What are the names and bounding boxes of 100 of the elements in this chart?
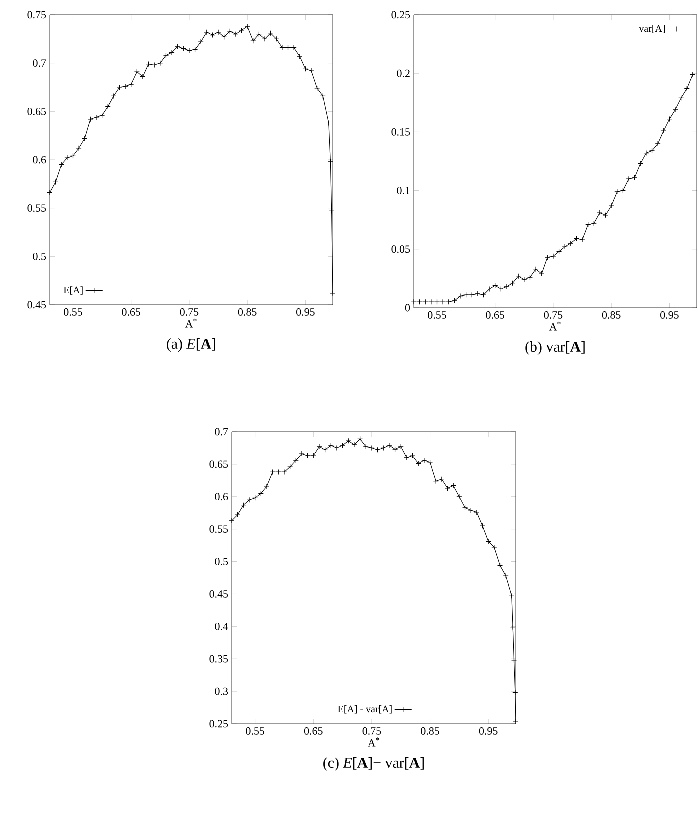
point <box>510 624 516 630</box>
point <box>516 274 522 280</box>
point <box>128 82 134 88</box>
point <box>299 451 305 457</box>
point <box>672 107 678 113</box>
point <box>122 84 128 90</box>
point <box>310 453 316 459</box>
point <box>64 155 70 161</box>
point <box>661 128 667 134</box>
y-tick-label: 0.6 <box>33 156 46 164</box>
point <box>94 114 100 120</box>
point <box>58 162 64 168</box>
point <box>608 203 614 209</box>
point <box>446 299 452 305</box>
point <box>422 299 428 305</box>
point <box>417 299 423 305</box>
y-tick-label: 0.75 <box>28 11 46 19</box>
legend-label: E[A] <box>64 286 83 295</box>
point <box>76 146 82 152</box>
y-tick-label: 0.45 <box>28 301 46 309</box>
y-tick-label: 0.65 <box>28 108 46 116</box>
point <box>274 36 280 42</box>
point <box>586 222 592 228</box>
point <box>235 512 241 518</box>
x-tick-label: 0.65 <box>304 728 323 735</box>
point <box>302 66 308 72</box>
point <box>252 495 258 501</box>
point <box>480 523 486 529</box>
y-tick-label: 0.45 <box>210 590 228 598</box>
y-tick-label: 0.65 <box>210 460 228 468</box>
point <box>398 444 404 450</box>
point <box>134 69 140 75</box>
point <box>70 153 76 159</box>
point <box>678 95 684 102</box>
point <box>462 505 468 511</box>
point <box>591 220 597 226</box>
point <box>250 38 256 44</box>
y-tick-label: 0.55 <box>210 526 228 534</box>
point <box>614 189 620 195</box>
point <box>210 32 216 38</box>
point <box>316 444 322 450</box>
point <box>285 45 292 51</box>
point <box>276 469 282 476</box>
point <box>456 494 462 500</box>
x-tick-label: 0.55 <box>64 308 82 316</box>
point <box>568 240 574 246</box>
point <box>216 30 222 36</box>
point <box>262 36 268 42</box>
point <box>233 32 239 38</box>
x-tick-label: 0.75 <box>180 308 199 316</box>
point <box>293 458 299 464</box>
text: (c) E[A]− var[A] <box>324 758 424 772</box>
y-tick-label: 0.4 <box>215 622 228 630</box>
point <box>256 32 262 38</box>
point <box>291 45 297 51</box>
point <box>326 120 332 126</box>
point <box>556 248 562 255</box>
point <box>186 48 192 54</box>
point <box>297 54 303 60</box>
point <box>422 458 428 464</box>
point <box>480 292 487 298</box>
point <box>53 179 59 186</box>
point <box>632 175 638 181</box>
x-tick-label: 0.65 <box>486 312 505 319</box>
point <box>140 74 146 80</box>
point <box>410 453 416 459</box>
point <box>492 544 498 550</box>
point <box>386 442 392 448</box>
point <box>533 266 539 272</box>
point <box>492 282 498 289</box>
point <box>511 658 518 664</box>
point <box>82 136 88 142</box>
point <box>282 469 288 476</box>
point <box>100 112 106 118</box>
point <box>308 68 314 74</box>
point <box>222 34 228 40</box>
point <box>469 292 475 298</box>
point <box>264 484 270 490</box>
point <box>328 442 334 448</box>
point <box>486 286 492 292</box>
point <box>474 510 480 516</box>
x-tick-label: 0.95 <box>479 728 498 735</box>
x-tick-label: 0.55 <box>428 312 446 319</box>
point <box>334 445 340 452</box>
point <box>684 86 690 92</box>
y-tick-label: 0.7 <box>33 60 46 68</box>
y-tick-label: 0.5 <box>215 558 228 566</box>
point <box>458 293 464 300</box>
y-tick-label: 0.6 <box>215 493 228 501</box>
point <box>428 299 434 305</box>
point <box>439 476 445 482</box>
x-tick-label: 0.85 <box>238 308 257 316</box>
point <box>666 116 672 122</box>
point <box>620 188 626 194</box>
y-tick-label: 0.5 <box>33 252 46 260</box>
point <box>322 447 328 453</box>
y-tick-label: 0.1 <box>397 187 410 195</box>
point <box>574 236 580 242</box>
point <box>509 593 515 599</box>
point <box>111 93 117 99</box>
